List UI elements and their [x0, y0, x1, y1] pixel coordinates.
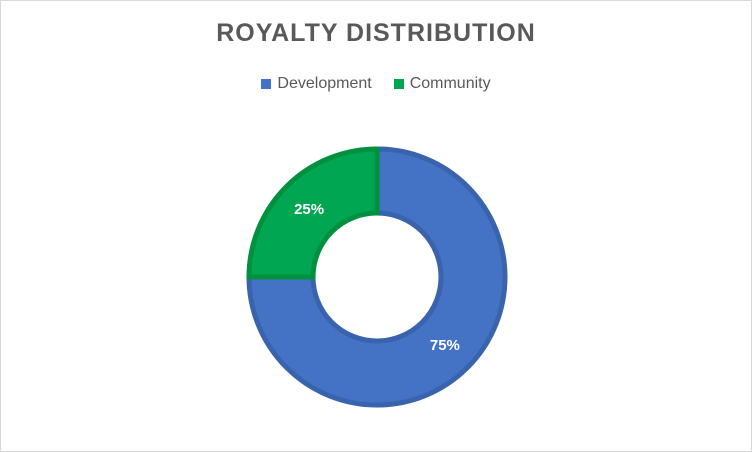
legend-label-community: Community [409, 75, 491, 92]
donut-slice-community [246, 146, 380, 280]
data-label-development: 75% [430, 337, 460, 354]
legend-swatch-development [261, 79, 272, 89]
chart-title: ROYALTY DISTRIBUTION [216, 19, 536, 47]
legend-label-development: Development [277, 75, 372, 92]
data-label-community: 25% [294, 201, 324, 218]
legend-item-development: Development [261, 75, 372, 93]
legend: Development Community [1, 75, 751, 93]
donut-slice-development [246, 146, 508, 408]
legend-item-community: Community [393, 75, 491, 93]
legend-swatch-community [393, 79, 404, 89]
